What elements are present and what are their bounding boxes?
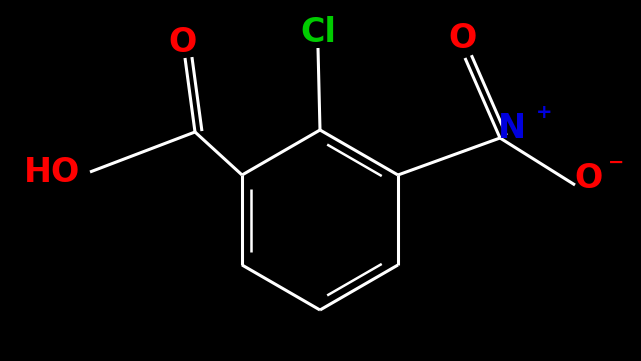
Text: Cl: Cl <box>300 16 336 48</box>
Text: O: O <box>448 22 476 55</box>
Text: O: O <box>574 161 603 195</box>
Text: O: O <box>168 26 196 58</box>
Text: +: + <box>536 103 553 122</box>
Text: −: − <box>608 152 624 171</box>
Text: N: N <box>498 112 526 144</box>
Text: HO: HO <box>24 156 80 188</box>
